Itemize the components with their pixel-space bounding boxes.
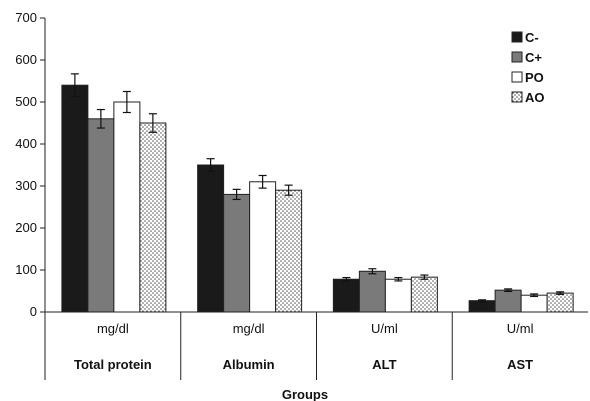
y-tick-label: 500	[15, 94, 37, 109]
bar	[87, 118, 115, 313]
legend-label: PO	[525, 70, 544, 85]
legend-swatch	[511, 91, 523, 103]
category-name-label: Total protein	[74, 357, 152, 372]
y-tick-label: 700	[15, 10, 37, 25]
category-name-label: Albumin	[223, 357, 275, 372]
bar	[494, 289, 522, 313]
category-name-label: AST	[507, 357, 533, 372]
legend: C- C+ PO AO	[511, 30, 545, 105]
y-tick-label: 400	[15, 136, 37, 151]
x-axis-title: Groups	[282, 387, 328, 401]
legend-label: C-	[525, 30, 539, 45]
bar	[468, 300, 496, 313]
bar	[197, 164, 225, 313]
category-name-label: ALT	[372, 357, 396, 372]
y-tick-label: 300	[15, 178, 37, 193]
legend-swatch	[511, 31, 523, 43]
bar	[384, 278, 412, 313]
bar	[61, 84, 89, 313]
bar	[249, 181, 277, 313]
legend-label: C+	[525, 50, 542, 65]
category-unit-label: U/ml	[507, 321, 534, 336]
bar	[139, 122, 167, 313]
legend-swatch	[511, 71, 523, 83]
axes: 0 100 200 300 400 500 600 700 mg/dl Total protein…	[15, 10, 588, 380]
bar	[520, 294, 548, 313]
bar	[546, 292, 574, 313]
category-unit-label: U/ml	[371, 321, 398, 336]
plot-area	[61, 73, 574, 313]
y-tick-label: 600	[15, 52, 37, 67]
bar	[358, 270, 386, 313]
y-tick-label: 0	[30, 304, 37, 319]
category-unit-label: mg/dl	[233, 321, 265, 336]
bar	[275, 189, 303, 313]
legend-label: AO	[525, 90, 545, 105]
category-unit-label: mg/dl	[97, 321, 129, 336]
bar	[410, 276, 438, 313]
bar	[332, 278, 360, 313]
bar	[223, 193, 251, 313]
legend-swatch	[511, 51, 523, 63]
y-tick-label: 100	[15, 262, 37, 277]
bar	[113, 101, 141, 313]
y-tick-label: 200	[15, 220, 37, 235]
